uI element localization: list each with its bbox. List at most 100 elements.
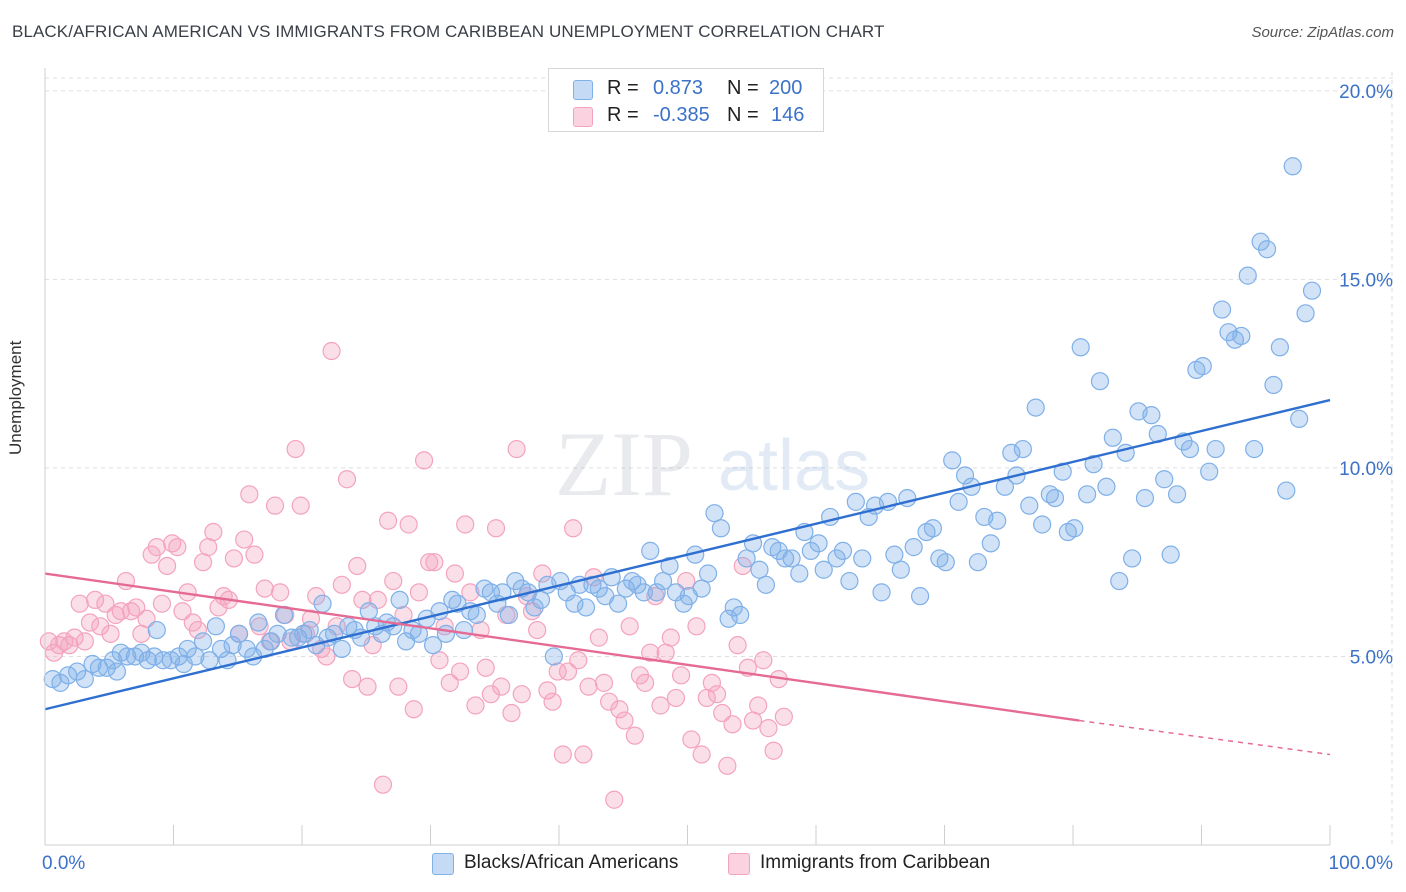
caribbean-point xyxy=(193,553,213,572)
black-african-american-point xyxy=(1206,439,1225,459)
caribbean-point xyxy=(594,673,614,692)
caribbean-point xyxy=(235,530,254,549)
bottom-legend-label-pink: Immigrants from Caribbean xyxy=(760,852,991,873)
caribbean-point xyxy=(378,511,398,530)
caribbean-point xyxy=(743,711,763,730)
caribbean-point xyxy=(558,662,578,681)
caribbean-point xyxy=(430,651,449,670)
caribbean-point xyxy=(774,707,793,726)
black-african-american-point xyxy=(756,575,775,594)
black-african-american-point xyxy=(436,624,456,643)
caribbean-point xyxy=(86,590,105,610)
black-african-american-point xyxy=(885,545,904,564)
black-african-american-point xyxy=(178,639,197,659)
legend-r-label: R = xyxy=(607,104,639,126)
black-african-american-point xyxy=(737,549,756,568)
black-african-american-point xyxy=(423,636,443,655)
caribbean-point xyxy=(414,451,434,470)
caribbean-point xyxy=(101,624,120,643)
caribbean-point xyxy=(111,602,130,621)
black-african-american-point xyxy=(705,504,724,523)
watermark-atlas: atlas xyxy=(718,426,870,506)
caribbean-point xyxy=(625,726,644,745)
black-african-american-point xyxy=(923,519,943,538)
black-african-american-point xyxy=(1097,477,1116,496)
bottom-legend-swatch-pink xyxy=(728,853,750,875)
black-african-american-point xyxy=(1155,470,1174,489)
caribbean-point xyxy=(682,730,701,749)
caribbean-point xyxy=(445,564,465,583)
black-african-american-point xyxy=(300,620,319,640)
caribbean-point xyxy=(589,628,608,647)
black-african-american-point xyxy=(211,639,231,659)
caribbean-point xyxy=(543,692,562,711)
black-african-american-point xyxy=(1290,409,1309,429)
black-african-american-point xyxy=(955,466,975,485)
black-african-american-point xyxy=(1020,496,1039,515)
black-african-american-point xyxy=(262,632,281,651)
black-african-american-point xyxy=(499,605,518,625)
black-african-american-point xyxy=(1026,398,1045,417)
caribbean-point xyxy=(651,696,670,715)
blacks-african-americans-points xyxy=(43,157,1322,692)
black-african-american-point xyxy=(616,579,635,598)
caribbean-point xyxy=(348,556,367,576)
trend-line-caribbean-extrapolated xyxy=(1079,719,1331,756)
caribbean-point xyxy=(65,628,84,647)
trend-lines xyxy=(44,398,1331,756)
black-african-american-point xyxy=(949,492,968,511)
caribbean-point xyxy=(538,681,557,700)
legend-swatch-pink xyxy=(573,107,593,127)
black-african-american-point xyxy=(641,541,660,560)
y-tick-label: 15.0% xyxy=(1339,270,1393,291)
black-african-american-point xyxy=(589,579,608,598)
watermark: ZIP atlas xyxy=(555,413,870,515)
black-african-american-point xyxy=(544,647,563,666)
black-african-american-point xyxy=(1200,462,1219,481)
caribbean-point xyxy=(502,703,521,723)
caribbean-point xyxy=(245,545,264,564)
caribbean-point xyxy=(754,651,773,670)
caribbean-point xyxy=(512,685,531,704)
black-african-american-point xyxy=(1013,439,1032,459)
caribbean-point xyxy=(764,741,783,760)
y-tick-label: 10.0% xyxy=(1339,459,1393,480)
legend-n-value-blue: 200 xyxy=(769,77,803,99)
caribbean-point xyxy=(91,617,110,636)
black-african-american-point xyxy=(154,651,173,670)
caribbean-point xyxy=(718,756,737,775)
black-african-american-point xyxy=(359,602,378,621)
black-african-american-point xyxy=(1002,443,1021,462)
caribbean-point xyxy=(610,700,629,719)
caribbean-point xyxy=(389,677,408,696)
caribbean-point xyxy=(188,620,208,640)
black-african-american-point xyxy=(1277,481,1296,500)
black-african-american-point xyxy=(268,624,287,643)
black-african-american-point xyxy=(1065,519,1084,538)
black-african-american-point xyxy=(193,632,213,651)
caribbean-point xyxy=(384,571,403,591)
caribbean-point xyxy=(358,677,377,696)
y-tick-label: 5.0% xyxy=(1350,647,1393,668)
caribbean-point xyxy=(157,556,177,576)
black-african-american-point xyxy=(840,571,859,591)
legend-r-label: R = xyxy=(607,77,639,99)
caribbean-point xyxy=(137,609,156,628)
black-african-american-point xyxy=(1257,240,1277,259)
black-african-american-point xyxy=(1123,549,1142,568)
x-tick-label-end: 100.0% xyxy=(1329,853,1394,874)
caribbean-point xyxy=(723,715,742,734)
caribbean-point xyxy=(728,636,747,655)
caribbean-point xyxy=(132,624,151,643)
caribbean-point xyxy=(548,662,567,681)
caribbean-point xyxy=(353,590,372,610)
black-african-american-point xyxy=(1232,326,1251,346)
caribbean-point xyxy=(620,617,639,636)
black-african-american-point xyxy=(1167,485,1187,504)
caribbean-point xyxy=(152,594,172,613)
black-african-american-point xyxy=(282,628,301,647)
black-african-american-point xyxy=(186,647,205,666)
black-african-american-point xyxy=(809,534,828,553)
caribbean-point xyxy=(677,571,696,591)
